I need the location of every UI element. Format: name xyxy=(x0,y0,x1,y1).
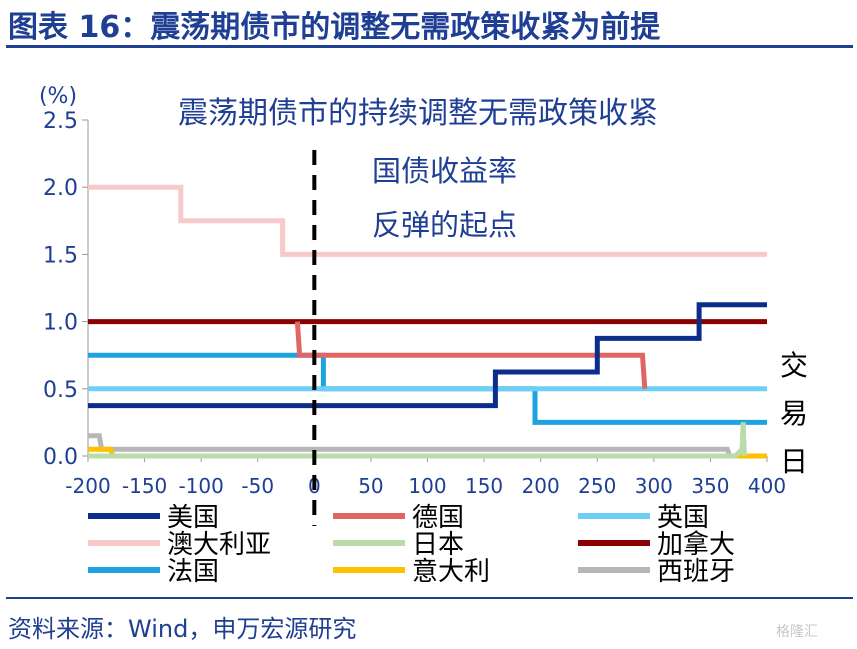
x-tick-label: -100 xyxy=(178,474,223,498)
x-tick-label: 250 xyxy=(578,474,616,498)
y-axis-unit: (%) xyxy=(39,84,77,109)
legend-label: 意大利 xyxy=(412,557,490,587)
x-tick-label: 350 xyxy=(691,474,729,498)
title-rule xyxy=(6,45,853,48)
line-chart: 0.00.51.01.52.02.5-200-150-100-500501001… xyxy=(39,84,808,587)
x-tick-label: 200 xyxy=(522,474,560,498)
chart-title: 震荡期债市的持续调整无需政策收紧 xyxy=(178,96,658,131)
legend-label: 德国 xyxy=(412,503,464,533)
x-tick-label: -50 xyxy=(241,474,274,498)
y-tick-label: 1.0 xyxy=(43,311,78,336)
series-layer xyxy=(88,150,767,526)
annotation-text: 国债收益率 xyxy=(372,154,517,188)
x-tick-label: 50 xyxy=(358,474,383,498)
legend-label: 澳大利亚 xyxy=(167,530,271,560)
series-line xyxy=(294,321,648,389)
y-tick-label: 2.0 xyxy=(43,176,78,201)
legend-label: 英国 xyxy=(657,503,709,533)
series-line xyxy=(88,433,767,459)
y-tick-label: 0.5 xyxy=(43,378,78,403)
x-axis-title-char: 易 xyxy=(780,397,808,430)
bottom-rule xyxy=(6,597,853,599)
series-line xyxy=(88,302,767,409)
y-tick-label: 2.5 xyxy=(43,109,78,134)
x-axis-title-char: 日 xyxy=(780,445,808,478)
y-tick-label: 0.0 xyxy=(43,445,78,470)
legend-label: 西班牙 xyxy=(657,557,735,587)
x-tick-label: 300 xyxy=(635,474,673,498)
annotation-text: 反弹的起点 xyxy=(372,208,517,242)
x-tick-label: 150 xyxy=(465,474,503,498)
figure-title: 图表 16：震荡期债市的调整无需政策收紧为前提 xyxy=(8,10,661,45)
legend-label: 日本 xyxy=(412,530,464,560)
legend-label: 加拿大 xyxy=(657,530,735,560)
y-tick-label: 1.5 xyxy=(43,243,78,268)
legend-label: 美国 xyxy=(167,503,219,533)
x-axis-title-char: 交 xyxy=(780,349,808,382)
series-line xyxy=(88,422,747,459)
x-tick-label: -200 xyxy=(65,474,110,498)
x-tick-label: 100 xyxy=(408,474,446,498)
legend-label: 法国 xyxy=(167,557,219,587)
series-line xyxy=(88,184,767,257)
source-note: 资料来源：Wind，申万宏源研究 xyxy=(8,615,357,643)
x-tick-label: 400 xyxy=(748,474,786,498)
x-tick-label: -150 xyxy=(122,474,167,498)
watermark: 格隆汇 xyxy=(776,624,818,640)
